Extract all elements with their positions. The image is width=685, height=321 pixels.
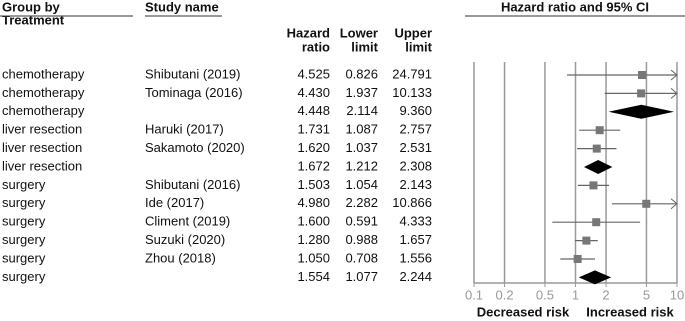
value-label: 2.244 <box>399 269 432 284</box>
value-label: 1.672 <box>297 158 330 173</box>
value-label: 10.133 <box>392 85 432 100</box>
value-label: 2.282 <box>345 195 378 210</box>
value-label: 4.525 <box>297 66 330 81</box>
value-label: 0.826 <box>345 66 378 81</box>
value-label: 2.114 <box>346 103 378 118</box>
group-label: surgery <box>2 269 46 284</box>
study-label: Tominaga (2016) <box>145 85 243 100</box>
value-label: 4.448 <box>297 103 330 118</box>
point-estimate <box>638 71 647 79</box>
value-label: 1.657 <box>399 232 432 247</box>
value-label: 2.531 <box>399 140 432 155</box>
x-tick-label: 0.5 <box>536 287 554 302</box>
value-label: 1.503 <box>297 177 330 192</box>
group-label: surgery <box>2 195 46 210</box>
value-label: 1.054 <box>345 177 378 192</box>
value-label: 0.591 <box>345 214 378 229</box>
value-label: 2.308 <box>399 158 432 173</box>
study-label: Suzuki (2020) <box>145 232 225 247</box>
x-tick-label: 2 <box>602 287 609 302</box>
value-label: 1.554 <box>297 269 330 284</box>
point-estimate <box>592 144 601 153</box>
group-label: chemotherapy <box>2 103 85 118</box>
column-header: limit <box>405 39 432 54</box>
note-right: Increased risk <box>586 304 674 319</box>
study-label: Ide (2017) <box>145 195 204 210</box>
value-label: 0.708 <box>345 250 378 265</box>
summary-diamond <box>608 104 675 119</box>
value-label: 0.988 <box>345 232 378 247</box>
point-estimate <box>592 218 601 227</box>
point-estimate <box>573 255 582 263</box>
value-label: 1.556 <box>399 250 432 265</box>
x-tick-label: 0.2 <box>496 287 514 302</box>
summary-diamond <box>583 160 613 174</box>
group-header: Group by <box>2 0 61 14</box>
study-label: Haruki (2017) <box>145 122 224 137</box>
point-estimate <box>642 199 651 208</box>
value-label: 4.430 <box>297 85 330 100</box>
group-label: liver resection <box>2 140 82 155</box>
column-header: Lower <box>340 25 378 40</box>
group-label: surgery <box>2 232 46 247</box>
value-label: 1.280 <box>297 232 330 247</box>
value-label: 2.143 <box>399 177 432 192</box>
study-label: Sakamoto (2020) <box>145 140 245 155</box>
x-tick-label: 10 <box>670 287 684 302</box>
group-label: chemotherapy <box>2 66 85 81</box>
note-left: Decreased risk <box>477 304 570 319</box>
point-estimate <box>589 181 598 190</box>
value-label: 4.333 <box>399 214 432 229</box>
value-label: 4.980 <box>297 195 330 210</box>
value-label: 1.600 <box>297 214 330 229</box>
value-label: 1.731 <box>297 122 330 137</box>
study-label: Shibutani (2019) <box>145 66 240 81</box>
point-estimate <box>595 126 604 135</box>
ci-arrow <box>670 198 678 210</box>
group-subheader: Treatment <box>2 12 65 27</box>
value-label: 2.757 <box>399 122 432 137</box>
ci-arrow <box>670 69 678 81</box>
plot-title: Hazard ratio and 95% CI <box>501 0 649 14</box>
column-header: Hazard <box>287 25 330 40</box>
column-header: ratio <box>302 39 330 54</box>
summary-diamond <box>578 270 612 285</box>
column-header: Upper <box>394 25 432 40</box>
group-label: surgery <box>2 250 46 265</box>
study-label: Shibutani (2016) <box>145 177 240 192</box>
value-label: 10.866 <box>392 195 432 210</box>
column-header: limit <box>351 39 378 54</box>
study-label: Zhou (2018) <box>145 250 216 265</box>
group-label: surgery <box>2 177 46 192</box>
value-label: 1.937 <box>345 85 378 100</box>
group-label: liver resection <box>2 158 82 173</box>
ci-arrow <box>670 88 678 99</box>
x-tick-label: 1 <box>572 287 579 302</box>
value-label: 1.087 <box>345 122 378 137</box>
value-label: 1.212 <box>345 158 378 173</box>
value-label: 24.791 <box>392 66 432 81</box>
value-label: 1.077 <box>345 269 378 284</box>
group-label: surgery <box>2 214 46 229</box>
point-estimate <box>582 236 591 245</box>
point-estimate <box>637 89 646 98</box>
x-tick-label: 0.1 <box>465 287 483 302</box>
study-label: Climent (2019) <box>145 214 230 229</box>
group-label: liver resection <box>2 122 82 137</box>
value-label: 1.050 <box>297 250 330 265</box>
x-tick-label: 5 <box>643 287 650 302</box>
study-header: Study name <box>145 0 219 14</box>
group-label: chemotherapy <box>2 85 85 100</box>
value-label: 1.620 <box>297 140 330 155</box>
value-label: 1.037 <box>345 140 378 155</box>
value-label: 9.360 <box>399 103 432 118</box>
